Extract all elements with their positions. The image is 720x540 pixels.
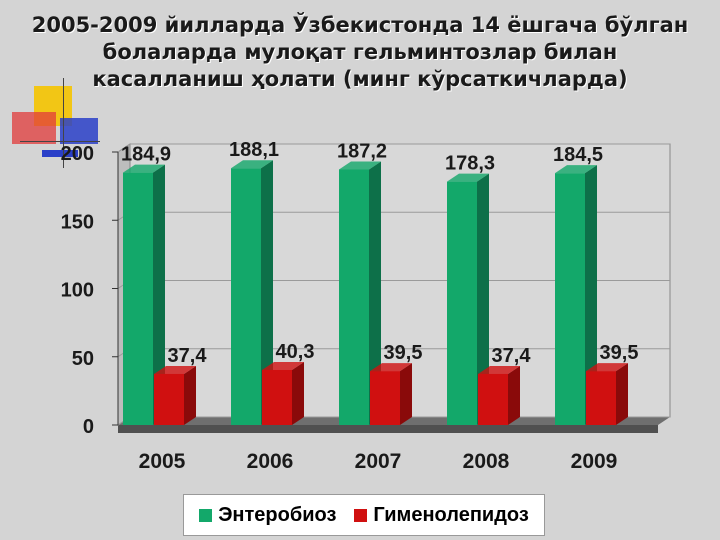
y-tick-label: 200 — [61, 143, 94, 165]
bar-top — [478, 365, 520, 374]
bar-front — [555, 173, 585, 425]
gridline — [117, 143, 670, 153]
legend-item-series-2: Гименолепидоз — [354, 503, 529, 527]
bar-side — [400, 363, 412, 425]
title-line-3: касалланиш ҳолати (минг кўрсаткичларда) — [92, 67, 628, 91]
bar-top — [447, 173, 489, 182]
bar-top — [586, 363, 628, 372]
decor-blue-bar — [42, 150, 78, 157]
legend-swatch-series-1 — [199, 508, 213, 522]
y-tick-label: 150 — [61, 211, 94, 233]
bar-top — [370, 363, 412, 372]
data-label: 184,9 — [121, 144, 171, 166]
bar-side — [261, 160, 273, 425]
decor-red-square — [12, 112, 56, 144]
bar-top — [231, 160, 273, 169]
data-label: 37,4 — [492, 345, 532, 367]
x-tick-label: 2008 — [463, 450, 510, 473]
legend-label-series-1: Энтеробиоз — [218, 503, 337, 526]
bar-top — [555, 165, 597, 174]
legend-swatch-series-2 — [354, 508, 368, 522]
bar-front — [586, 371, 616, 425]
bar-side — [477, 173, 489, 425]
bar-side — [153, 164, 165, 425]
data-label: 39,5 — [384, 342, 423, 364]
bar-top — [123, 164, 165, 173]
data-label: 178,3 — [445, 153, 495, 175]
bar-front — [478, 373, 508, 425]
decor-blue-square — [60, 118, 98, 144]
x-tick-label: 2005 — [139, 450, 186, 473]
bar-front — [262, 369, 292, 425]
bar-side — [184, 365, 196, 425]
y-tick-label: 100 — [61, 280, 94, 302]
bar-front — [123, 172, 153, 425]
legend: Энтеробиоз Гименолепидоз — [183, 494, 545, 536]
bar-side — [508, 365, 520, 425]
bar-side — [585, 165, 597, 425]
bar-front — [231, 168, 261, 425]
title-line-2: болаларда мулоқат гельминтозлар билан — [102, 40, 618, 64]
title-line-1: 2005-2009 йилларда Ўзбекистонда 14 ёшгач… — [31, 13, 689, 37]
data-label: 184,5 — [553, 144, 603, 166]
plot-floor-edge — [118, 425, 658, 433]
bar-side — [369, 161, 381, 426]
y-tick-label: 0 — [83, 416, 94, 438]
chart-title: 2005-2009 йилларда Ўзбекистонда 14 ёшгач… — [0, 12, 720, 93]
y-tick-label: 50 — [72, 348, 94, 370]
data-label: 188,1 — [229, 139, 279, 161]
decor-vertical-line — [63, 78, 64, 168]
data-label: 40,3 — [276, 341, 315, 363]
bar-side — [616, 363, 628, 425]
data-label: 39,5 — [600, 342, 639, 364]
data-label: 37,4 — [168, 345, 208, 367]
bar-front — [339, 169, 369, 425]
x-tick-label: 2006 — [247, 450, 294, 473]
bar-top — [339, 161, 381, 170]
x-tick-label: 2009 — [571, 450, 618, 473]
legend-label-series-2: Гименолепидоз — [373, 503, 529, 526]
decor-horizontal-line — [20, 141, 100, 142]
bar-side — [292, 361, 304, 425]
bar-front — [370, 371, 400, 425]
bar-front — [447, 181, 477, 425]
bar-top — [154, 365, 196, 374]
bar-top — [262, 361, 304, 370]
x-tick-label: 2007 — [355, 450, 402, 473]
legend-item-series-1: Энтеробиоз — [199, 504, 336, 527]
data-label: 187,2 — [337, 140, 387, 162]
bar-front — [154, 373, 184, 425]
